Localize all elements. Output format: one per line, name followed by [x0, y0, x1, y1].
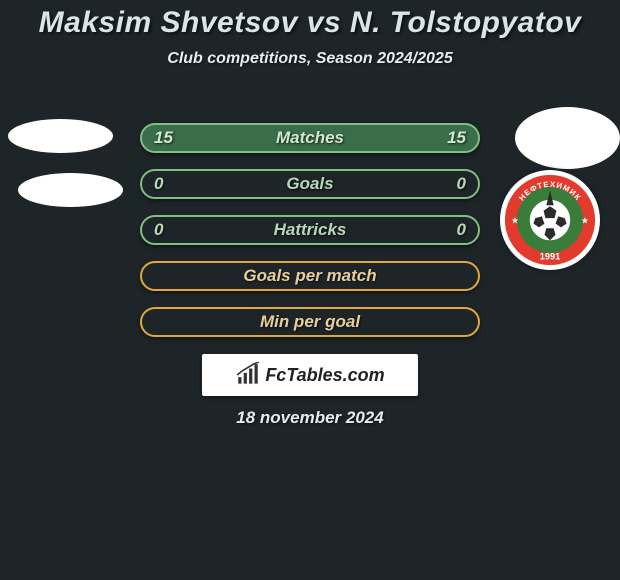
stat-left-value: 0 — [154, 220, 163, 240]
stat-bar-matches: 15 Matches 15 — [140, 123, 480, 153]
comparison-subtitle: Club competitions, Season 2024/2025 — [0, 50, 620, 68]
stat-left-value: 0 — [154, 174, 163, 194]
player-left-avatar-bottom — [18, 173, 123, 207]
club-emblem: НЕФТЕХИМИК 1991 ★ ★ — [500, 170, 600, 270]
comparison-title: Maksim Shvetsov vs N. Tolstopyatov — [0, 0, 620, 40]
stat-right-value: 0 — [457, 220, 466, 240]
stat-bars: 15 Matches 15 0 Goals 0 0 Hattricks 0 Go… — [140, 123, 480, 353]
svg-text:★: ★ — [511, 216, 519, 226]
stat-bar-goals: 0 Goals 0 — [140, 169, 480, 199]
stat-bar-min-per-goal: Min per goal — [140, 307, 480, 337]
brand-box: FcTables.com — [202, 354, 418, 396]
stat-label: Min per goal — [260, 312, 360, 332]
stat-bar-hattricks: 0 Hattricks 0 — [140, 215, 480, 245]
svg-text:★: ★ — [581, 216, 589, 226]
svg-text:1991: 1991 — [540, 252, 560, 262]
player-left-avatar-top — [8, 119, 113, 153]
stat-bar-goals-per-match: Goals per match — [140, 261, 480, 291]
club-emblem-svg: НЕФТЕХИМИК 1991 ★ ★ — [504, 174, 596, 266]
stat-label: Hattricks — [274, 220, 347, 240]
stat-right-value: 15 — [447, 128, 466, 148]
brand-text: FcTables.com — [265, 365, 384, 386]
stat-left-value: 15 — [154, 128, 173, 148]
stat-label: Goals per match — [243, 266, 376, 286]
stat-label: Matches — [276, 128, 344, 148]
stat-right-value: 0 — [457, 174, 466, 194]
bar-chart-icon — [235, 362, 261, 388]
stat-label: Goals — [286, 174, 333, 194]
player-right-avatar — [515, 107, 620, 169]
generation-date: 18 november 2024 — [0, 408, 620, 428]
